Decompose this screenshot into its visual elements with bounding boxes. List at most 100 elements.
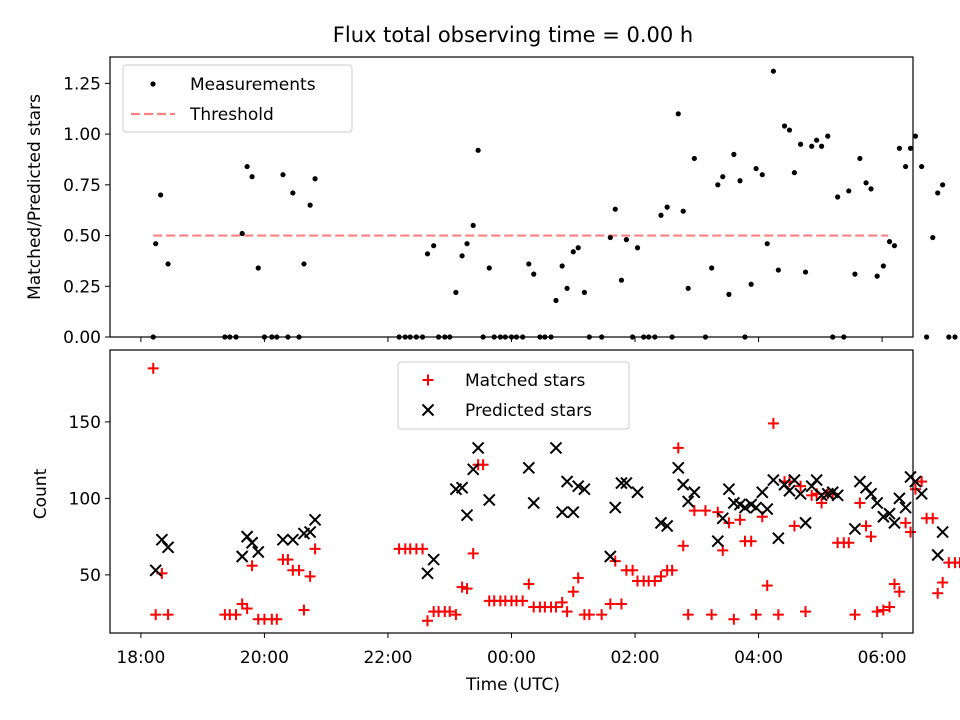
count-x-tick-label: 00:00: [487, 648, 536, 668]
predicted-star-point: [245, 536, 259, 549]
measurement-point: [770, 68, 777, 74]
matched-star-point: [649, 575, 661, 587]
matched-star-point: [583, 609, 595, 621]
matched-star-point: [550, 601, 562, 613]
ratio-y-tick-label: 0.50: [63, 227, 101, 247]
predicted-star-point: [831, 489, 844, 502]
predicted-star-point-b: [161, 541, 175, 554]
predicted-star-point: [460, 509, 474, 522]
measurement-point: [249, 174, 255, 180]
legend-matched-marker: [422, 374, 434, 386]
matched-star-point: [728, 613, 740, 625]
matched-star-point: [800, 606, 812, 618]
measurement-point: [935, 190, 941, 196]
measurement-point: [153, 241, 159, 247]
measurement-point: [165, 261, 171, 267]
matched-star-point: [893, 586, 905, 598]
measurement-point: [158, 192, 164, 198]
measurement-point: [748, 281, 754, 287]
measurement-point: [781, 123, 788, 129]
predicted-star-point-b: [460, 509, 474, 522]
matched-star-point: [854, 497, 866, 509]
predicted-star-point-b: [783, 484, 796, 497]
measurement-point: [431, 243, 437, 249]
predicted-star-point-b: [909, 475, 922, 488]
ratio-y-ticks: 0.00 0.25 0.50 0.75 1.00 1.25: [63, 74, 110, 348]
predicted-star-point-b: [859, 481, 873, 494]
predicted-star-point-b: [893, 492, 906, 505]
predicted-star-point: [660, 519, 674, 533]
matched-star-point: [596, 609, 608, 621]
predicted-star-point: [772, 531, 785, 545]
matched-star-point: [909, 483, 921, 495]
measurement-point: [835, 194, 841, 200]
legend-predicted-glyph-b: [421, 403, 435, 417]
matched-star-point: [916, 476, 928, 488]
count-x-tick-label: 18:00: [116, 648, 165, 668]
measurement-point: [846, 188, 852, 194]
matched-star-point: [561, 606, 573, 618]
predicted-star-point-b: [308, 513, 322, 527]
predicted-star-point-b: [466, 463, 480, 476]
predicted-star-point-b: [252, 545, 265, 559]
measurement-point: [786, 127, 793, 133]
predicted-star-point-b: [826, 486, 839, 499]
measurement-point: [685, 285, 691, 291]
predicted-star-point-b: [716, 512, 729, 525]
matched-star-point: [282, 554, 294, 566]
predicted-star-point: [155, 533, 169, 546]
measurement-point: [731, 151, 737, 157]
matched-star-point: [706, 609, 718, 621]
matched-star-point: [767, 417, 779, 429]
predicted-star-point: [555, 505, 569, 519]
predicted-star-point: [722, 482, 736, 496]
matched-star-point: [523, 578, 535, 590]
predicted-star-point: [883, 507, 896, 520]
predicted-star-point: [471, 441, 485, 455]
matched-star-point: [421, 615, 433, 627]
measurement-point: [791, 170, 798, 176]
measurement-point: [868, 186, 874, 192]
predicted-star-point: [716, 512, 729, 525]
matched-star-point: [556, 596, 568, 608]
measurement-point: [307, 202, 313, 208]
predicted-star-point: [893, 492, 906, 505]
measurement-point: [802, 269, 809, 275]
matched-star-point: [271, 613, 283, 625]
matched-star-point: [860, 520, 872, 532]
matched-star-point: [761, 580, 773, 592]
matched-star-point: [677, 540, 689, 552]
predicted-star-point: [677, 478, 690, 491]
predicted-star-point: [604, 550, 617, 563]
measurement-point: [680, 208, 686, 214]
predicted-star-point-b: [744, 498, 758, 511]
predicted-star-point: [235, 550, 249, 563]
measurement-point: [797, 141, 804, 147]
measurement-point: [607, 234, 613, 241]
measurement-point: [618, 277, 625, 283]
matched-star-point: [293, 564, 305, 576]
predicted-star-point-b: [660, 519, 674, 533]
predicted-star-point: [149, 564, 162, 577]
predicted-star-point-b: [555, 505, 569, 519]
legend-measurements-label: Measurements: [190, 75, 316, 95]
predicted-star-point-b: [722, 482, 736, 496]
matched-star-point: [712, 506, 724, 518]
predicted-star-point: [276, 533, 290, 546]
measurement-point: [459, 253, 465, 259]
measurement-point: [575, 245, 581, 251]
legend-threshold-label: Threshold: [189, 105, 274, 125]
matched-star-point: [241, 603, 253, 615]
predicted-star-point: [308, 513, 322, 527]
predicted-star-point: [527, 496, 540, 510]
predicted-star-point-b: [864, 487, 878, 501]
measurement-point: [912, 133, 919, 139]
measurement-point: [886, 239, 893, 245]
count-y-ticks: 50 100 150: [69, 413, 110, 586]
measurement-point: [280, 172, 286, 178]
predicted-star-point: [783, 484, 796, 497]
predicted-star-point: [681, 495, 695, 508]
count-panel: Count Time (UTC) 50 100 150 18:00 20:00 22:0…: [31, 349, 960, 695]
count-y-tick-label: 150: [69, 413, 101, 433]
predicted-star-point-b: [609, 501, 622, 514]
